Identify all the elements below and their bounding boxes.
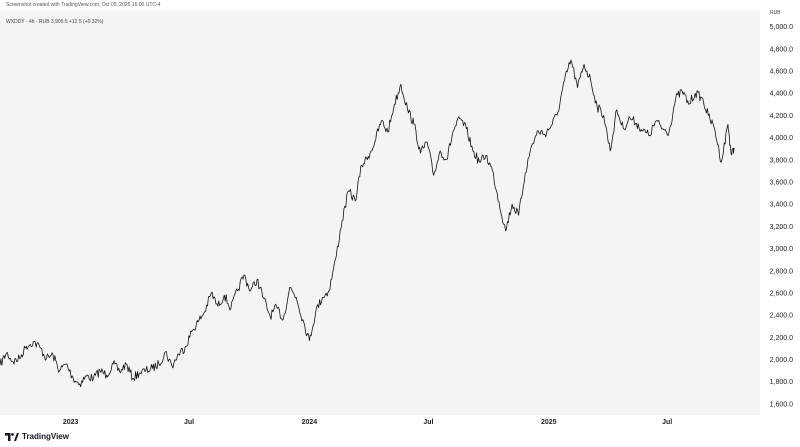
y-tick-label: 2,800.0 [770,268,793,275]
brand-name: TradingView [22,432,69,441]
y-tick-label: 3,400.0 [770,202,793,209]
series-layer [0,59,735,388]
tradingview-logo-icon [5,432,19,441]
y-tick-label: 2,400.0 [770,313,793,320]
tradingview-brand[interactable]: TradingView [5,432,69,441]
currency-label[interactable]: RUB [770,10,781,16]
y-tick-label: 2,200.0 [770,335,793,342]
y-tick-label: 4,000.0 [770,135,793,142]
y-tick-label: 4,200.0 [770,113,793,120]
y-tick-label: 3,800.0 [770,157,793,164]
x-tick-label: 2024 [302,419,318,426]
chart-caption: Screenshot created with TradingView.com,… [6,2,161,8]
y-tick-label: 2,000.0 [770,357,793,364]
price-series-line [0,59,735,388]
symbol-legend[interactable]: WXDDY · 4h · RUB 3,905.5 +12.5 (+0.32%) [6,19,104,25]
y-tick-label: 1,800.0 [770,379,793,386]
y-tick-label: 2,600.0 [770,290,793,297]
plot-area[interactable] [0,10,760,415]
y-tick-label: 5,000.0 [770,24,793,31]
y-tick-label: 3,000.0 [770,246,793,253]
y-tick-label: 4,600.0 [770,69,793,76]
y-tick-label: 3,600.0 [770,179,793,186]
y-tick-label: 1,600.0 [770,401,793,408]
x-tick-label: Jul [423,419,433,426]
x-tick-label: Jul [184,419,194,426]
x-tick-label: Jul [662,419,672,426]
x-axis: 2023 Jul 2024 Jul 2025 Jul [63,419,672,426]
y-tick-label: 4,800.0 [770,46,793,53]
x-tick-label: 2023 [63,419,79,426]
y-tick-label: 3,200.0 [770,224,793,231]
y-tick-label: 4,400.0 [770,91,793,98]
y-axis: 1,600.0 1,800.0 2,000.0 2,200.0 2,400.0 2,600… [770,24,793,408]
x-tick-label: 2025 [541,419,557,426]
